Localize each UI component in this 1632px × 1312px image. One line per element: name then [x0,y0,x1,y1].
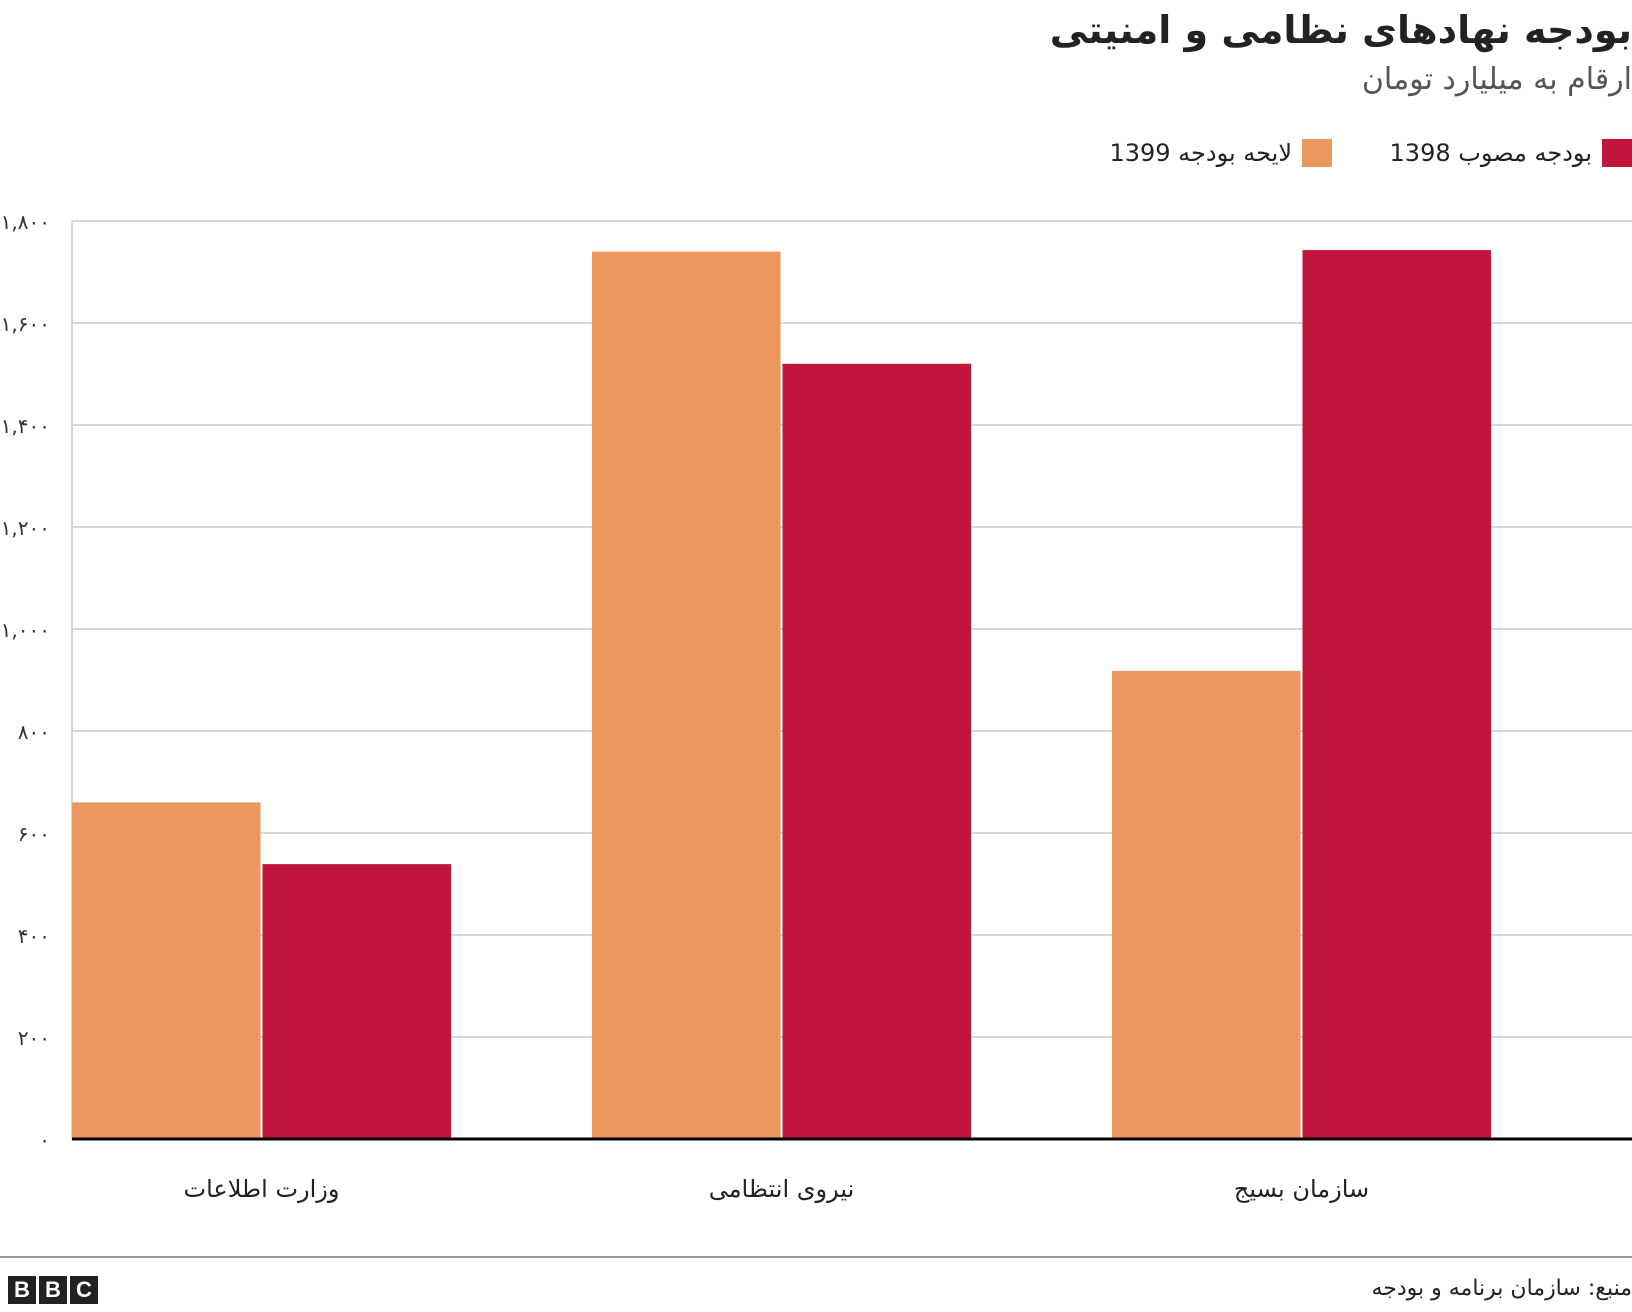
y-tick-label: ۱,۰۰۰ [1,618,50,642]
bar [592,251,781,1140]
y-tick-label: ۱,۸۰۰ [1,210,50,234]
x-tick-label: وزارت اطلاعات [184,1175,340,1203]
y-tick-label: ۱,۶۰۰ [1,312,50,336]
legend-item-bill-1399: لایحه بودجه 1399 [1109,138,1332,168]
legend-item-approved-1398: بودجه مصوب 1398 [1390,138,1632,168]
y-tick-label: ۱,۴۰۰ [1,414,50,438]
bar [72,802,261,1139]
y-tick-label: ۱,۲۰۰ [1,516,50,540]
chart-title: بودجه نهادهای نظامی و امنیتی [1049,8,1632,52]
legend-swatch [1602,139,1632,167]
bar [782,363,971,1139]
y-tick-label: ۶۰۰ [18,822,50,846]
legend-label: لایحه بودجه 1399 [1109,139,1292,167]
legend-swatch [1302,139,1332,167]
legend-label: بودجه مصوب 1398 [1389,139,1592,167]
source-note: منبع: سازمان برنامه و بودجه [1371,1276,1632,1301]
chart-subtitle: ارقام به میلیارد تومان [1361,62,1632,97]
bbc-logo-c: C [70,1276,98,1304]
footer-divider [0,1256,1632,1258]
y-tick-label: ۲۰۰ [18,1026,50,1050]
bbc-logo: B B C [8,1276,98,1304]
bbc-logo-b1: B [8,1276,36,1304]
x-tick-label: نیروی انتظامی [709,1175,855,1203]
bar [1112,670,1301,1139]
y-tick-label: ۴۰۰ [18,924,50,948]
bar-chart: ۰ ۲۰۰ ۴۰۰ ۶۰۰ ۸۰۰ ۱,۰۰۰ ۱,۲۰۰ ۱,۴۰۰ ۱,۶۰۰ ۱,۸۰۰ وز… [1,210,1632,1203]
bar [262,864,451,1139]
x-tick-label: سازمان بسیج [1234,1175,1369,1203]
bar [1302,250,1491,1139]
y-tick-label: ۸۰۰ [18,720,50,744]
bbc-logo-b2: B [39,1276,67,1304]
y-tick-label: ۰ [39,1128,50,1152]
